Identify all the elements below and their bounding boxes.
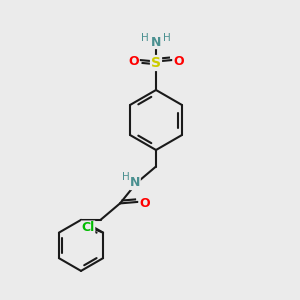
Text: O: O (139, 197, 150, 210)
Text: O: O (128, 55, 139, 68)
Text: N: N (151, 35, 161, 49)
Text: H: H (163, 33, 171, 43)
Text: H: H (141, 33, 148, 43)
Text: Cl: Cl (82, 221, 95, 234)
Text: S: S (151, 56, 161, 70)
Text: O: O (173, 55, 184, 68)
Text: N: N (130, 176, 140, 190)
Text: H: H (122, 172, 130, 182)
